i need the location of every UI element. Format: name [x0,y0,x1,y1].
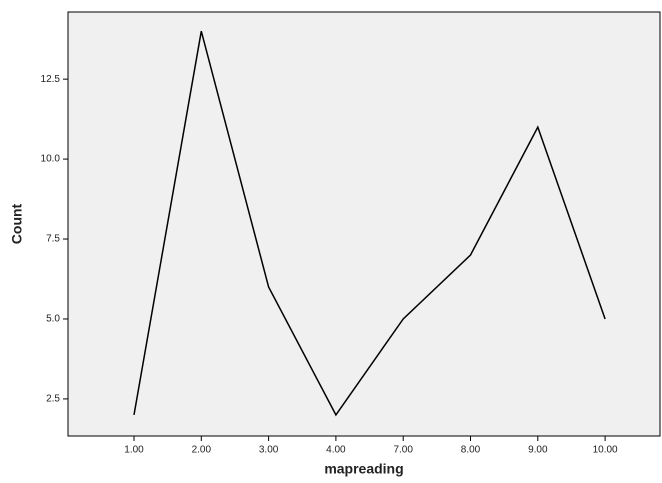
y-tick-label: 10.0 [41,154,61,165]
x-tick-label: 10.00 [593,445,618,456]
x-tick-label: 2.00 [192,445,212,456]
x-tick-label: 8.00 [461,445,481,456]
x-axis-title: mapreading [324,461,403,477]
x-tick-label: 7.00 [393,445,413,456]
x-tick-label: 4.00 [326,445,346,456]
y-tick-label: 5.0 [46,314,60,325]
x-tick-label: 1.00 [124,445,144,456]
plot-area [67,11,661,437]
y-tick-label: 7.5 [46,234,60,245]
y-tick-label: 12.5 [41,74,61,85]
data-line [133,30,606,417]
x-tick-label: 3.00 [259,445,279,456]
y-tick-label: 2.5 [46,394,60,405]
x-tick-label: 9.00 [528,445,548,456]
y-axis-title: Count [9,203,25,244]
